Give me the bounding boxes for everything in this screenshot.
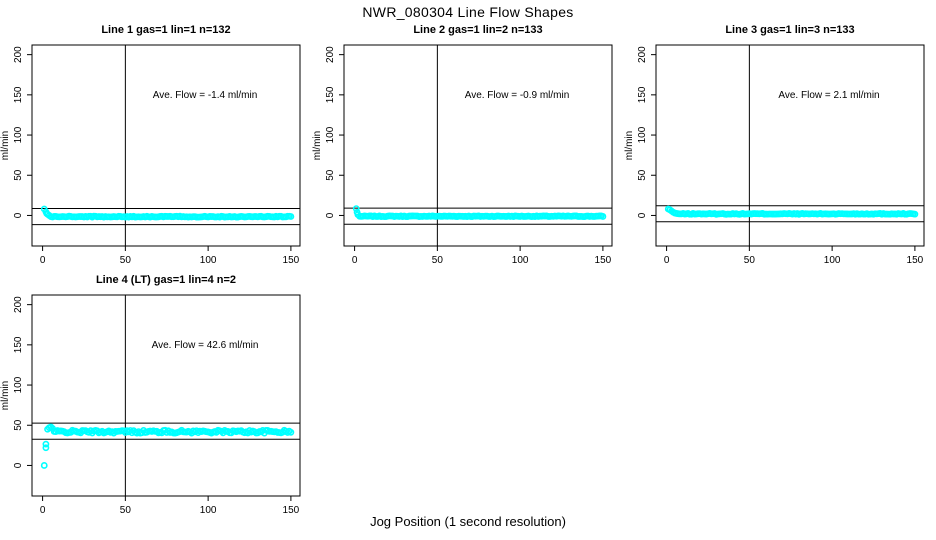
tick-label-text: 100 xyxy=(13,376,24,393)
panel-svg: Line 3 gas=1 lin=3 n=133 0 50 100 150 0 50 100 1… xyxy=(624,24,925,266)
tick-label-text: 100 xyxy=(824,255,841,266)
tick-label-text: 50 xyxy=(13,419,24,431)
ave-label-text: Ave. Flow = 42.6 ml/min xyxy=(152,340,259,351)
tick-label-text: 0 xyxy=(325,212,336,218)
flow-panel-1: Line 1 gas=1 lin=1 n=132 0 50 100 150 0 50 100 1… xyxy=(0,18,312,270)
flow-panel-2: Line 2 gas=1 lin=2 n=133 0 50 100 150 0 50 100 1… xyxy=(312,18,624,270)
chart-main-title: NWR_080304 Line Flow Shapes xyxy=(362,4,574,20)
flow-point xyxy=(911,210,919,218)
data-points xyxy=(664,205,919,218)
tick-label-text: 150 xyxy=(907,255,924,266)
tick-label-text: 100 xyxy=(13,126,24,143)
tick-label-text: 0 xyxy=(13,462,24,468)
ave-label-text: Ave. Flow = 2.1 ml/min xyxy=(778,90,879,101)
tick-label-text: 200 xyxy=(13,296,24,313)
panel-svg: Line 2 gas=1 lin=2 n=133 0 50 100 150 0 50 100 1… xyxy=(312,24,613,266)
ylab-text: ml/min xyxy=(312,131,323,160)
flow-point xyxy=(599,213,607,220)
tick-label-text: 0 xyxy=(40,255,46,266)
tick-label-text: 50 xyxy=(120,505,132,516)
tick-label-text: 200 xyxy=(637,46,648,63)
tick-label-text: 50 xyxy=(637,169,648,181)
tick-label-text: 50 xyxy=(432,255,444,266)
panel-svg: Line 4 (LT) gas=1 lin=4 n=2 0 50 100 150 0 50 1… xyxy=(0,274,301,516)
tick-label-text: 50 xyxy=(744,255,756,266)
flow-point xyxy=(40,462,48,469)
tick-label-text: 100 xyxy=(200,505,217,516)
tick-label-text: 0 xyxy=(13,212,24,218)
tick-label-text: 0 xyxy=(40,505,46,516)
data-points xyxy=(40,423,295,469)
flow-point xyxy=(287,428,295,436)
ptitle-text: Line 1 gas=1 lin=1 n=132 xyxy=(101,24,230,36)
ave-label-text: Ave. Flow = -0.9 ml/min xyxy=(465,90,570,101)
tick-label-text: 100 xyxy=(512,255,529,266)
tick-label-text: 50 xyxy=(120,255,132,266)
tick-label-text: 0 xyxy=(352,255,358,266)
plot-box xyxy=(31,294,301,497)
flow-point xyxy=(352,205,360,213)
ylab-text: ml/min xyxy=(0,381,11,410)
tick-label-text: 50 xyxy=(13,169,24,181)
data-points xyxy=(352,205,607,221)
ptitle-text: Line 4 (LT) gas=1 lin=4 n=2 xyxy=(96,274,236,286)
plot-box xyxy=(343,44,613,247)
flow-point xyxy=(42,440,50,448)
tick-label-text: 150 xyxy=(13,86,24,103)
tick-label-text: 100 xyxy=(200,255,217,266)
flow-panel-3: Line 3 gas=1 lin=3 n=133 0 50 100 150 0 50 100 1… xyxy=(624,18,936,270)
tick-label-text: 0 xyxy=(637,212,648,218)
ylab-text: ml/min xyxy=(624,131,635,160)
tick-label-text: 0 xyxy=(664,255,670,266)
tick-label-text: 150 xyxy=(325,86,336,103)
tick-label-text: 150 xyxy=(283,255,300,266)
flow-point xyxy=(42,444,50,452)
ptitle-text: Line 3 gas=1 lin=3 n=133 xyxy=(725,24,854,36)
data-points xyxy=(40,205,295,221)
tick-label-text: 200 xyxy=(13,46,24,63)
tick-label-text: 100 xyxy=(325,126,336,143)
tick-label-text: 150 xyxy=(13,336,24,353)
ylab-text: ml/min xyxy=(0,131,11,160)
ave-label-text: Ave. Flow = -1.4 ml/min xyxy=(153,90,258,101)
flow-panel-4: Line 4 (LT) gas=1 lin=4 n=2 0 50 100 150 0 50 1… xyxy=(0,268,312,520)
panel-svg: Line 1 gas=1 lin=1 n=132 0 50 100 150 0 50 100 1… xyxy=(0,24,301,266)
tick-label-text: 100 xyxy=(637,126,648,143)
tick-label-text: 200 xyxy=(325,46,336,63)
tick-label-text: 150 xyxy=(283,505,300,516)
tick-label-text: 150 xyxy=(637,86,648,103)
tick-label-text: 50 xyxy=(325,169,336,181)
ptitle-text: Line 2 gas=1 lin=2 n=133 xyxy=(413,24,542,36)
flow-point xyxy=(287,213,295,220)
plot-box xyxy=(655,44,925,247)
tick-label-text: 150 xyxy=(595,255,612,266)
plot-box xyxy=(31,44,301,247)
x-axis-caption: Jog Position (1 second resolution) xyxy=(370,514,566,529)
